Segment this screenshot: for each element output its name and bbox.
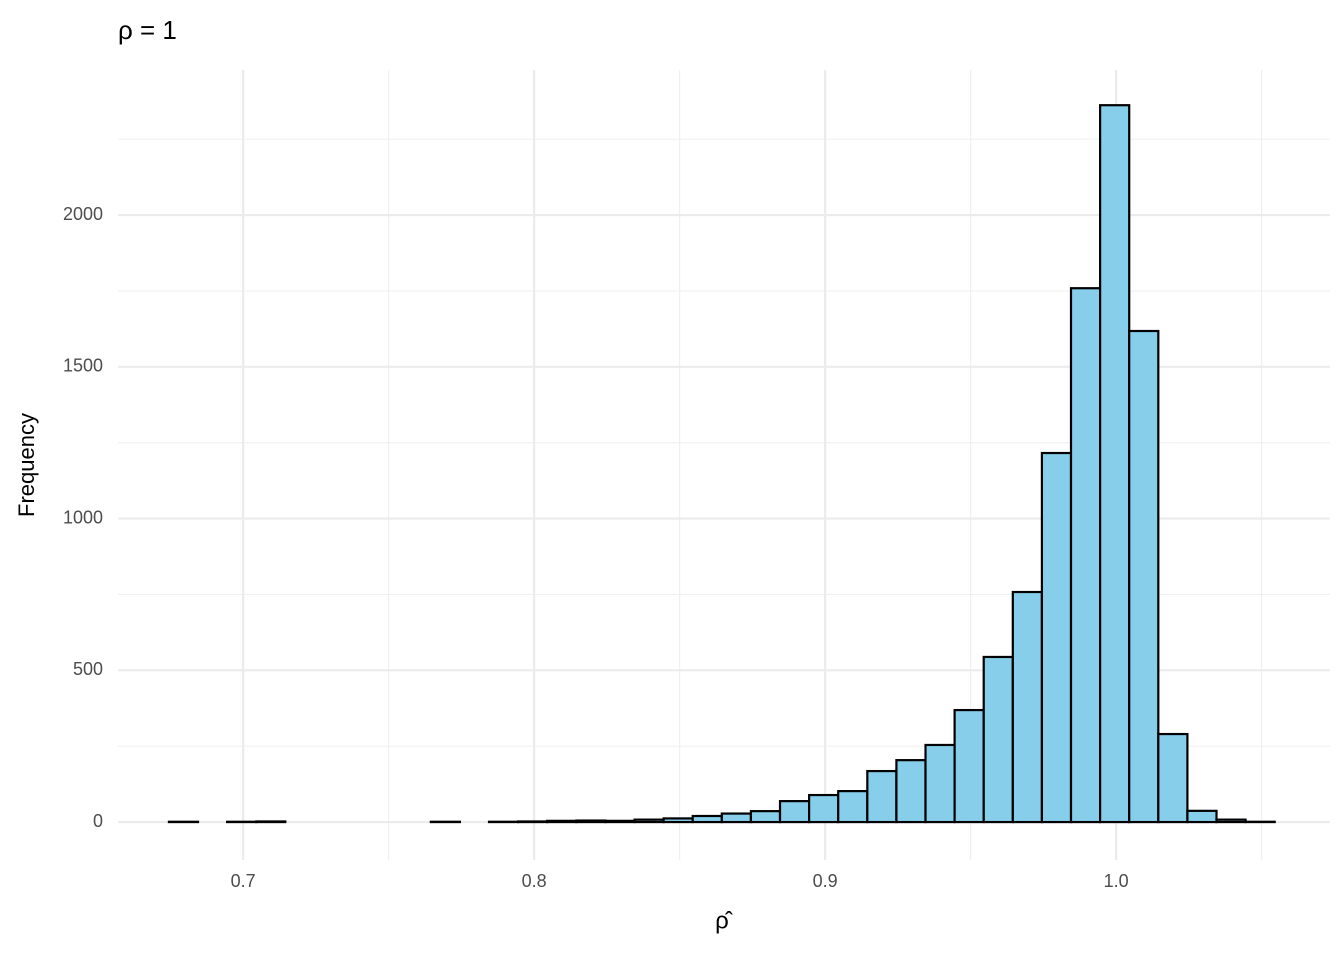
bar (1215, 818, 1247, 824)
x-tick-label: 0.9 (813, 871, 838, 891)
bar (662, 817, 694, 824)
bar (517, 820, 549, 824)
y-tick-label: 500 (73, 659, 103, 679)
bar (691, 814, 723, 824)
bar (895, 759, 927, 824)
x-axis-label: ρ̂ (715, 907, 733, 934)
bar (575, 819, 607, 824)
bar (604, 819, 636, 824)
bar (255, 820, 287, 824)
bar (1186, 809, 1218, 824)
bar (1157, 732, 1189, 824)
bar (982, 655, 1014, 824)
bar (924, 743, 956, 824)
bar (1011, 590, 1044, 824)
bar (1069, 287, 1102, 824)
bar (1099, 104, 1131, 824)
bar (633, 818, 665, 824)
bar (1128, 329, 1160, 824)
bar (720, 812, 753, 824)
bar (953, 708, 985, 824)
bar (808, 793, 840, 824)
bar (837, 790, 869, 824)
bar (749, 810, 782, 824)
bar (1040, 451, 1073, 824)
x-tick-label: 0.7 (231, 871, 256, 891)
y-tick-label: 1500 (63, 356, 103, 376)
y-tick-label: 1000 (63, 507, 103, 527)
x-tick-label: 1.0 (1104, 871, 1129, 891)
y-axis-label: Frequency (14, 413, 39, 517)
bar (546, 819, 578, 824)
chart-title: ρ = 1 (118, 15, 177, 45)
x-tick-label: 0.8 (522, 871, 547, 891)
bar (866, 769, 898, 824)
y-tick-label: 2000 (63, 204, 103, 224)
y-tick-label: 0 (93, 811, 103, 831)
bar (778, 800, 811, 824)
